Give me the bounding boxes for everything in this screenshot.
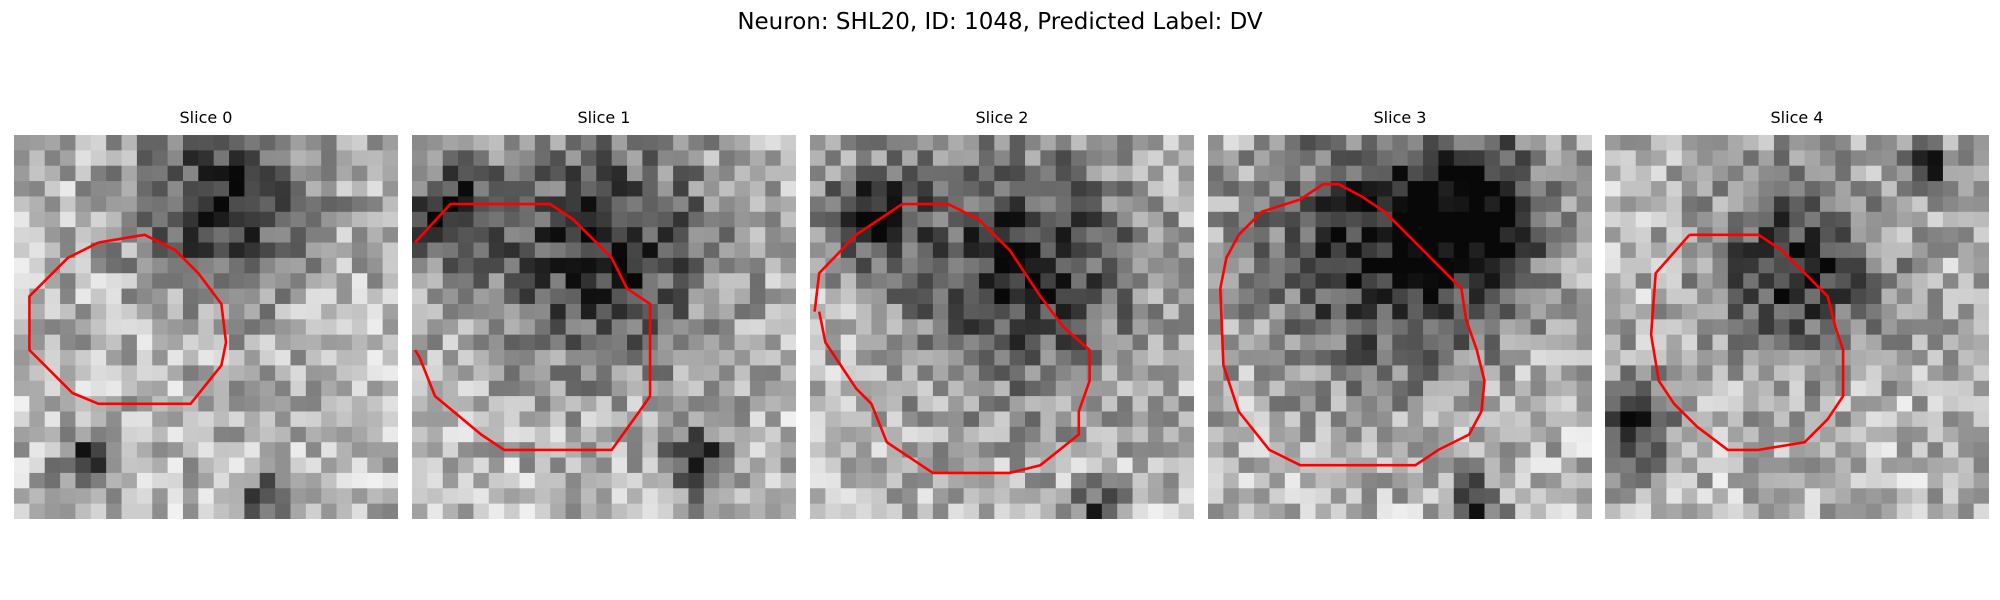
slice-image bbox=[412, 135, 796, 519]
slice-panel: Slice 3 bbox=[1208, 108, 1592, 519]
slice-image bbox=[14, 135, 398, 519]
roi-contour bbox=[28, 233, 228, 406]
figure-title: Neuron: SHL20, ID: 1048, Predicted Label… bbox=[737, 9, 1263, 35]
slice-image bbox=[810, 135, 1194, 519]
slice-image bbox=[1208, 135, 1592, 519]
slice-panel: Slice 0 bbox=[14, 108, 398, 519]
slice-title: Slice 4 bbox=[1770, 108, 1824, 127]
slice-panel: Slice 2 bbox=[810, 108, 1194, 519]
roi-contour bbox=[413, 202, 652, 452]
slice-image bbox=[1605, 135, 1989, 519]
pixel-grid bbox=[412, 135, 796, 519]
roi-contour bbox=[1219, 182, 1486, 467]
slice-title: Slice 2 bbox=[975, 108, 1029, 127]
slice-title: Slice 0 bbox=[179, 108, 233, 127]
roi-contour bbox=[813, 202, 1091, 475]
pixel-grid bbox=[810, 135, 1194, 519]
pixel-grid bbox=[1208, 135, 1592, 519]
slice-panel: Slice 1 bbox=[412, 108, 796, 519]
roi-contour bbox=[1649, 233, 1845, 452]
pixel-grid bbox=[14, 135, 398, 519]
slice-title: Slice 1 bbox=[577, 108, 631, 127]
slice-title: Slice 3 bbox=[1373, 108, 1427, 127]
pixel-grid bbox=[1605, 135, 1989, 519]
slice-panel: Slice 4 bbox=[1605, 108, 1989, 519]
